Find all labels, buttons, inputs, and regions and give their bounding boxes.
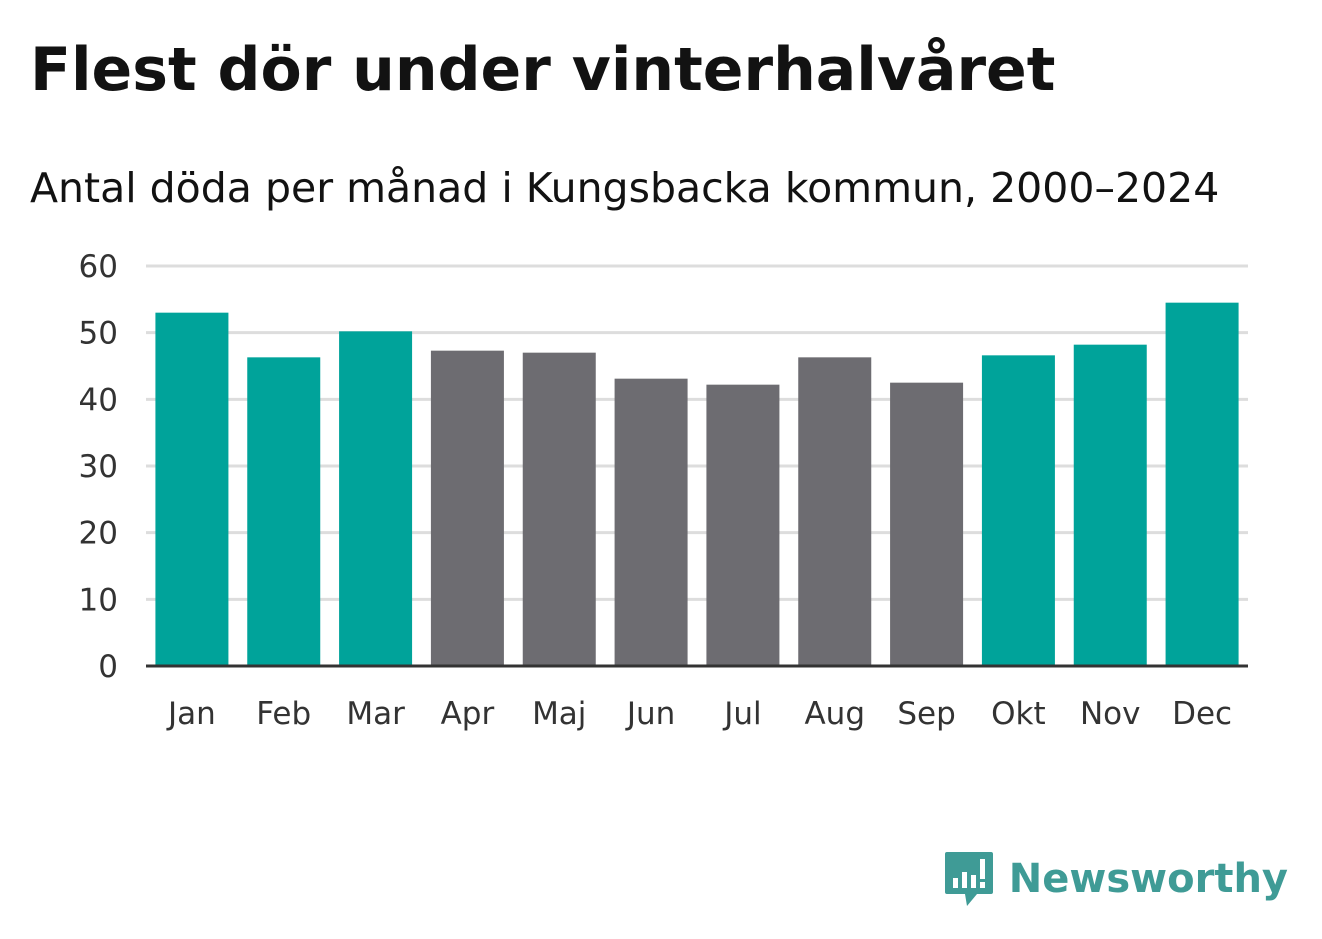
- bar-maj: [522, 352, 596, 666]
- x-tick-label: Mar: [346, 696, 405, 732]
- x-tick-label: Okt: [991, 696, 1046, 732]
- x-tick-label: Dec: [1172, 696, 1232, 732]
- bar-feb: [247, 357, 321, 666]
- bar-sep: [890, 382, 964, 666]
- y-tick-label: 20: [79, 516, 118, 552]
- x-tick-label: Sep: [897, 696, 955, 732]
- gridlines: [146, 264, 1248, 601]
- x-tick-label: Aug: [804, 696, 865, 732]
- brand-logo: Newsworthy: [943, 848, 1288, 910]
- y-tick-label: 30: [79, 449, 118, 485]
- bar-aug: [798, 357, 872, 666]
- bar-jan: [155, 312, 229, 666]
- brand-name: Newsworthy: [1008, 856, 1288, 902]
- x-axis-labels: Jan Feb Mar Apr Maj Jun Jul Aug Sep Okt Nov Dec: [166, 696, 1232, 732]
- bar-dec: [1165, 302, 1239, 666]
- y-tick-label: 50: [79, 316, 118, 352]
- bar-nov: [1073, 344, 1147, 666]
- bar-chart-speech-bubble-icon: [944, 852, 993, 906]
- bars: [155, 302, 1239, 666]
- x-tick-label: Jun: [625, 696, 675, 732]
- x-tick-label: Jan: [166, 696, 216, 732]
- chart-subtitle: Antal döda per månad i Kungsbacka kommun…: [30, 164, 1220, 212]
- bar-okt: [981, 355, 1055, 666]
- bar-jun: [614, 378, 688, 666]
- y-tick-label: 0: [98, 649, 118, 685]
- bar-mar: [339, 331, 413, 666]
- bar-jul: [706, 384, 780, 666]
- y-tick-label: 10: [79, 582, 118, 618]
- x-tick-label: Jul: [722, 696, 761, 732]
- x-tick-label: Apr: [441, 696, 495, 732]
- x-tick-label: Nov: [1080, 696, 1141, 732]
- y-axis-ticks: 0 10 20 30 40 50 60: [79, 249, 118, 685]
- chart-title: Flest dör under vinterhalvåret: [30, 35, 1056, 105]
- y-tick-label: 40: [79, 382, 118, 418]
- y-tick-label: 60: [79, 249, 118, 285]
- bar-apr: [430, 350, 504, 666]
- x-tick-label: Feb: [256, 696, 311, 732]
- x-tick-label: Maj: [532, 696, 586, 732]
